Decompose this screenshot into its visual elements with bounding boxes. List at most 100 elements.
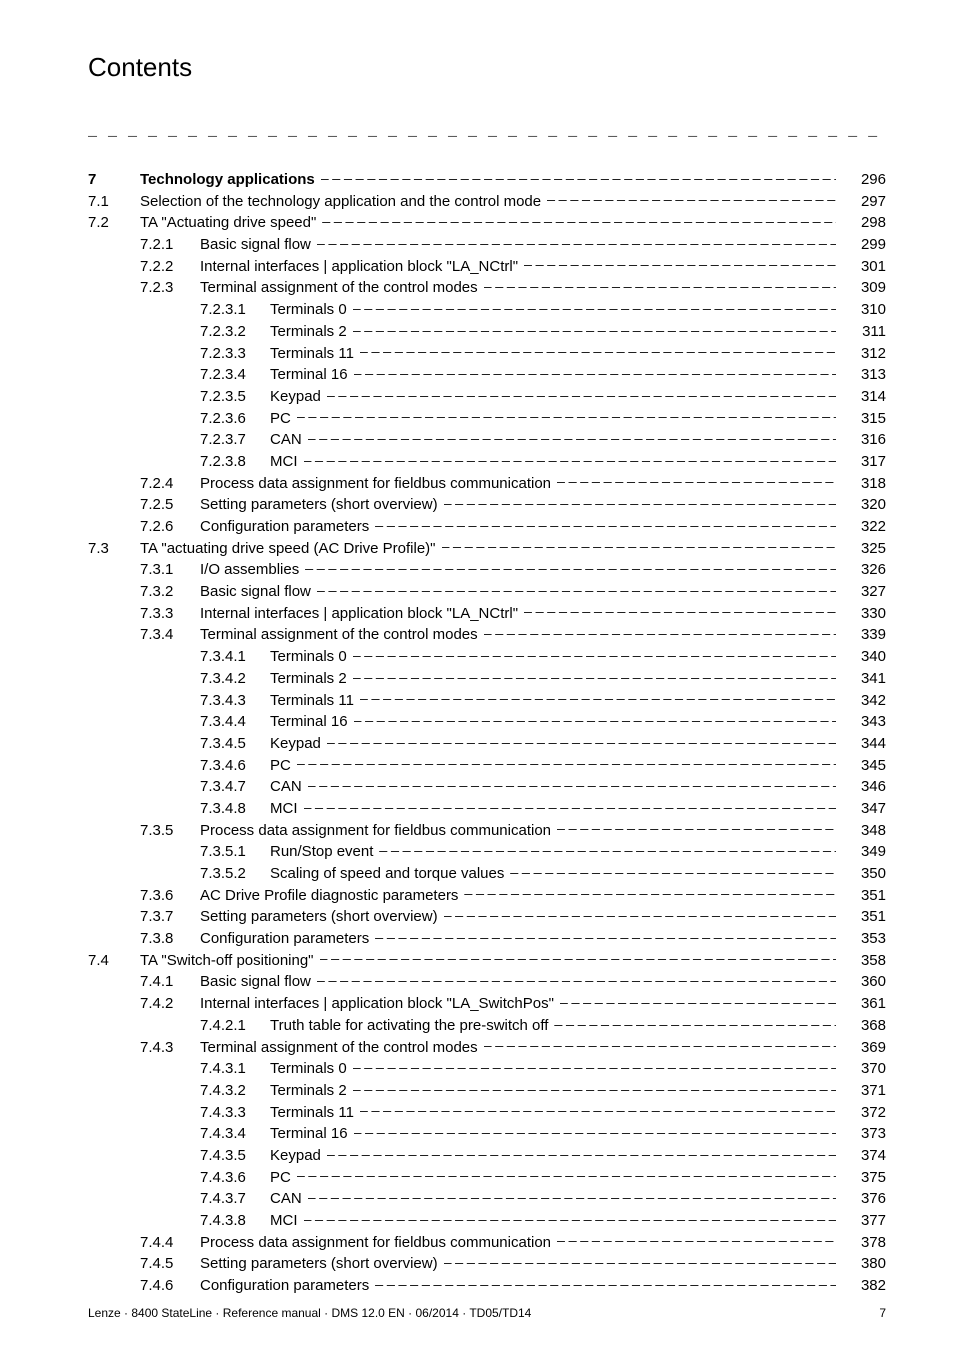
toc-row: 7.3.4.4Terminal 16343 — [88, 711, 886, 733]
toc-row: 7.3.4.1Terminals 0340 — [88, 646, 886, 668]
toc-section-number: 7.3.7 — [140, 907, 200, 928]
toc-label: PC — [270, 756, 297, 777]
toc-row: 7.4.3.1Terminals 0370 — [88, 1058, 886, 1080]
toc-page-number: 353 — [836, 929, 886, 950]
toc-page-number: 298 — [836, 213, 886, 234]
toc-row: 7.3.5.1Run/Stop event349 — [88, 841, 886, 863]
toc-leader — [317, 971, 836, 986]
toc-section-number: 7.3.5.2 — [200, 864, 270, 885]
toc-leader — [444, 494, 836, 509]
toc-leader — [379, 841, 836, 856]
page-footer: Lenze · 8400 StateLine · Reference manua… — [88, 1306, 886, 1320]
toc-section-number: 7.3.8 — [140, 929, 200, 950]
toc-page-number: 361 — [836, 994, 886, 1015]
toc-row: 7.3.5.2Scaling of speed and torque value… — [88, 863, 886, 885]
toc-section-number: 7.3.4.3 — [200, 691, 270, 712]
toc-page-number: 316 — [836, 430, 886, 451]
toc-page-number: 330 — [836, 604, 886, 625]
toc-section-number: 7 — [88, 170, 140, 191]
toc-section-number: 7.4.3 — [140, 1038, 200, 1059]
toc-row: 7.4.4Process data assignment for fieldbu… — [88, 1232, 886, 1254]
toc-label: Terminals 11 — [270, 1103, 360, 1124]
toc-section-number: 7.3.3 — [140, 604, 200, 625]
toc-page-number: 351 — [836, 907, 886, 928]
toc-leader — [464, 885, 836, 900]
toc-label: Keypad — [270, 387, 327, 408]
toc-row: 7.2.3.4Terminal 16313 — [88, 364, 886, 386]
toc-row: 7.3.3Internal interfaces | application b… — [88, 603, 886, 625]
toc-section-number: 7.2.3 — [140, 278, 200, 299]
toc-label: Process data assignment for fieldbus com… — [200, 821, 557, 842]
toc-section-number: 7.3.4.4 — [200, 712, 270, 733]
toc-leader — [375, 1275, 836, 1290]
toc-leader — [308, 1188, 836, 1203]
toc-label: Setting parameters (short overview) — [200, 1254, 444, 1275]
toc-section-number: 7.4.1 — [140, 972, 200, 993]
toc-page-number: 348 — [836, 821, 886, 842]
toc-leader — [321, 169, 836, 184]
toc-section-number: 7.2.6 — [140, 517, 200, 538]
toc-label: Terminal assignment of the control modes — [200, 625, 484, 646]
toc-section-number: 7.3.4 — [140, 625, 200, 646]
toc-section-number: 7.3.4.1 — [200, 647, 270, 668]
toc-section-number: 7.2.5 — [140, 495, 200, 516]
toc-section-number: 7.2.2 — [140, 257, 200, 278]
toc-row: 7.4.3.8MCI377 — [88, 1210, 886, 1232]
toc-leader — [304, 798, 837, 813]
toc-section-number: 7.4.3.5 — [200, 1146, 270, 1167]
toc-row: 7.4.3.5Keypad374 — [88, 1145, 886, 1167]
toc-leader — [308, 776, 836, 791]
toc-row: 7.3.8Configuration parameters353 — [88, 928, 886, 950]
toc-label: Process data assignment for fieldbus com… — [200, 474, 557, 495]
toc-section-number: 7.4.3.4 — [200, 1124, 270, 1145]
toc-page-number: 342 — [836, 691, 886, 712]
toc-label: Terminals 0 — [270, 300, 353, 321]
toc-page-number: 368 — [836, 1016, 886, 1037]
toc-section-number: 7.4.3.7 — [200, 1189, 270, 1210]
toc-row: 7.2.3.2Terminals 2311 — [88, 321, 886, 343]
toc-leader — [360, 690, 836, 705]
toc-page-number: 346 — [836, 777, 886, 798]
toc-section-number: 7.4.6 — [140, 1276, 200, 1297]
toc-page-number: 318 — [836, 474, 886, 495]
toc-leader — [305, 559, 836, 574]
toc-row: 7.4.1Basic signal flow360 — [88, 971, 886, 993]
toc-leader — [320, 950, 836, 965]
toc-leader — [317, 234, 836, 249]
toc-row: 7.3.2Basic signal flow327 — [88, 581, 886, 603]
toc-section-number: 7.2.3.1 — [200, 300, 270, 321]
toc-row: 7Technology applications296 — [88, 169, 886, 191]
toc-section-number: 7.2.1 — [140, 235, 200, 256]
footer-left: Lenze · 8400 StateLine · Reference manua… — [88, 1306, 531, 1320]
toc-leader — [353, 668, 836, 683]
toc-page-number: 340 — [836, 647, 886, 668]
toc-row: 7.4.2Internal interfaces | application b… — [88, 993, 886, 1015]
toc-section-number: 7.3.4.8 — [200, 799, 270, 820]
toc-leader — [484, 624, 836, 639]
toc-leader — [354, 364, 836, 379]
toc-row: 7.3.1I/O assemblies326 — [88, 559, 886, 581]
toc-leader — [360, 343, 836, 358]
toc-page-number: 315 — [836, 409, 886, 430]
toc-label: Configuration parameters — [200, 1276, 375, 1297]
toc-row: 7.4.3.3Terminals 11372 — [88, 1102, 886, 1124]
toc-page-number: 345 — [836, 756, 886, 777]
toc-label: Terminals 2 — [270, 322, 353, 343]
toc-label: CAN — [270, 430, 308, 451]
toc-label: TA "Switch-off positioning" — [140, 951, 320, 972]
toc-row: 7.2.3.5Keypad314 — [88, 386, 886, 408]
toc-leader — [444, 906, 836, 921]
toc-section-number: 7.2.3.8 — [200, 452, 270, 473]
toc-label: Basic signal flow — [200, 582, 317, 603]
toc-row: 7.4.5Setting parameters (short overview)… — [88, 1253, 886, 1275]
toc-page-number: 358 — [836, 951, 886, 972]
toc-page-number: 301 — [836, 257, 886, 278]
toc-label: CAN — [270, 777, 308, 798]
toc-label: Technology applications — [140, 170, 321, 191]
toc-label: Terminal 16 — [270, 365, 354, 386]
toc-page-number: 372 — [836, 1103, 886, 1124]
toc-label: Terminal assignment of the control modes — [200, 278, 484, 299]
toc-page-number: 343 — [836, 712, 886, 733]
toc-label: Basic signal flow — [200, 235, 317, 256]
toc-leader — [375, 928, 836, 943]
